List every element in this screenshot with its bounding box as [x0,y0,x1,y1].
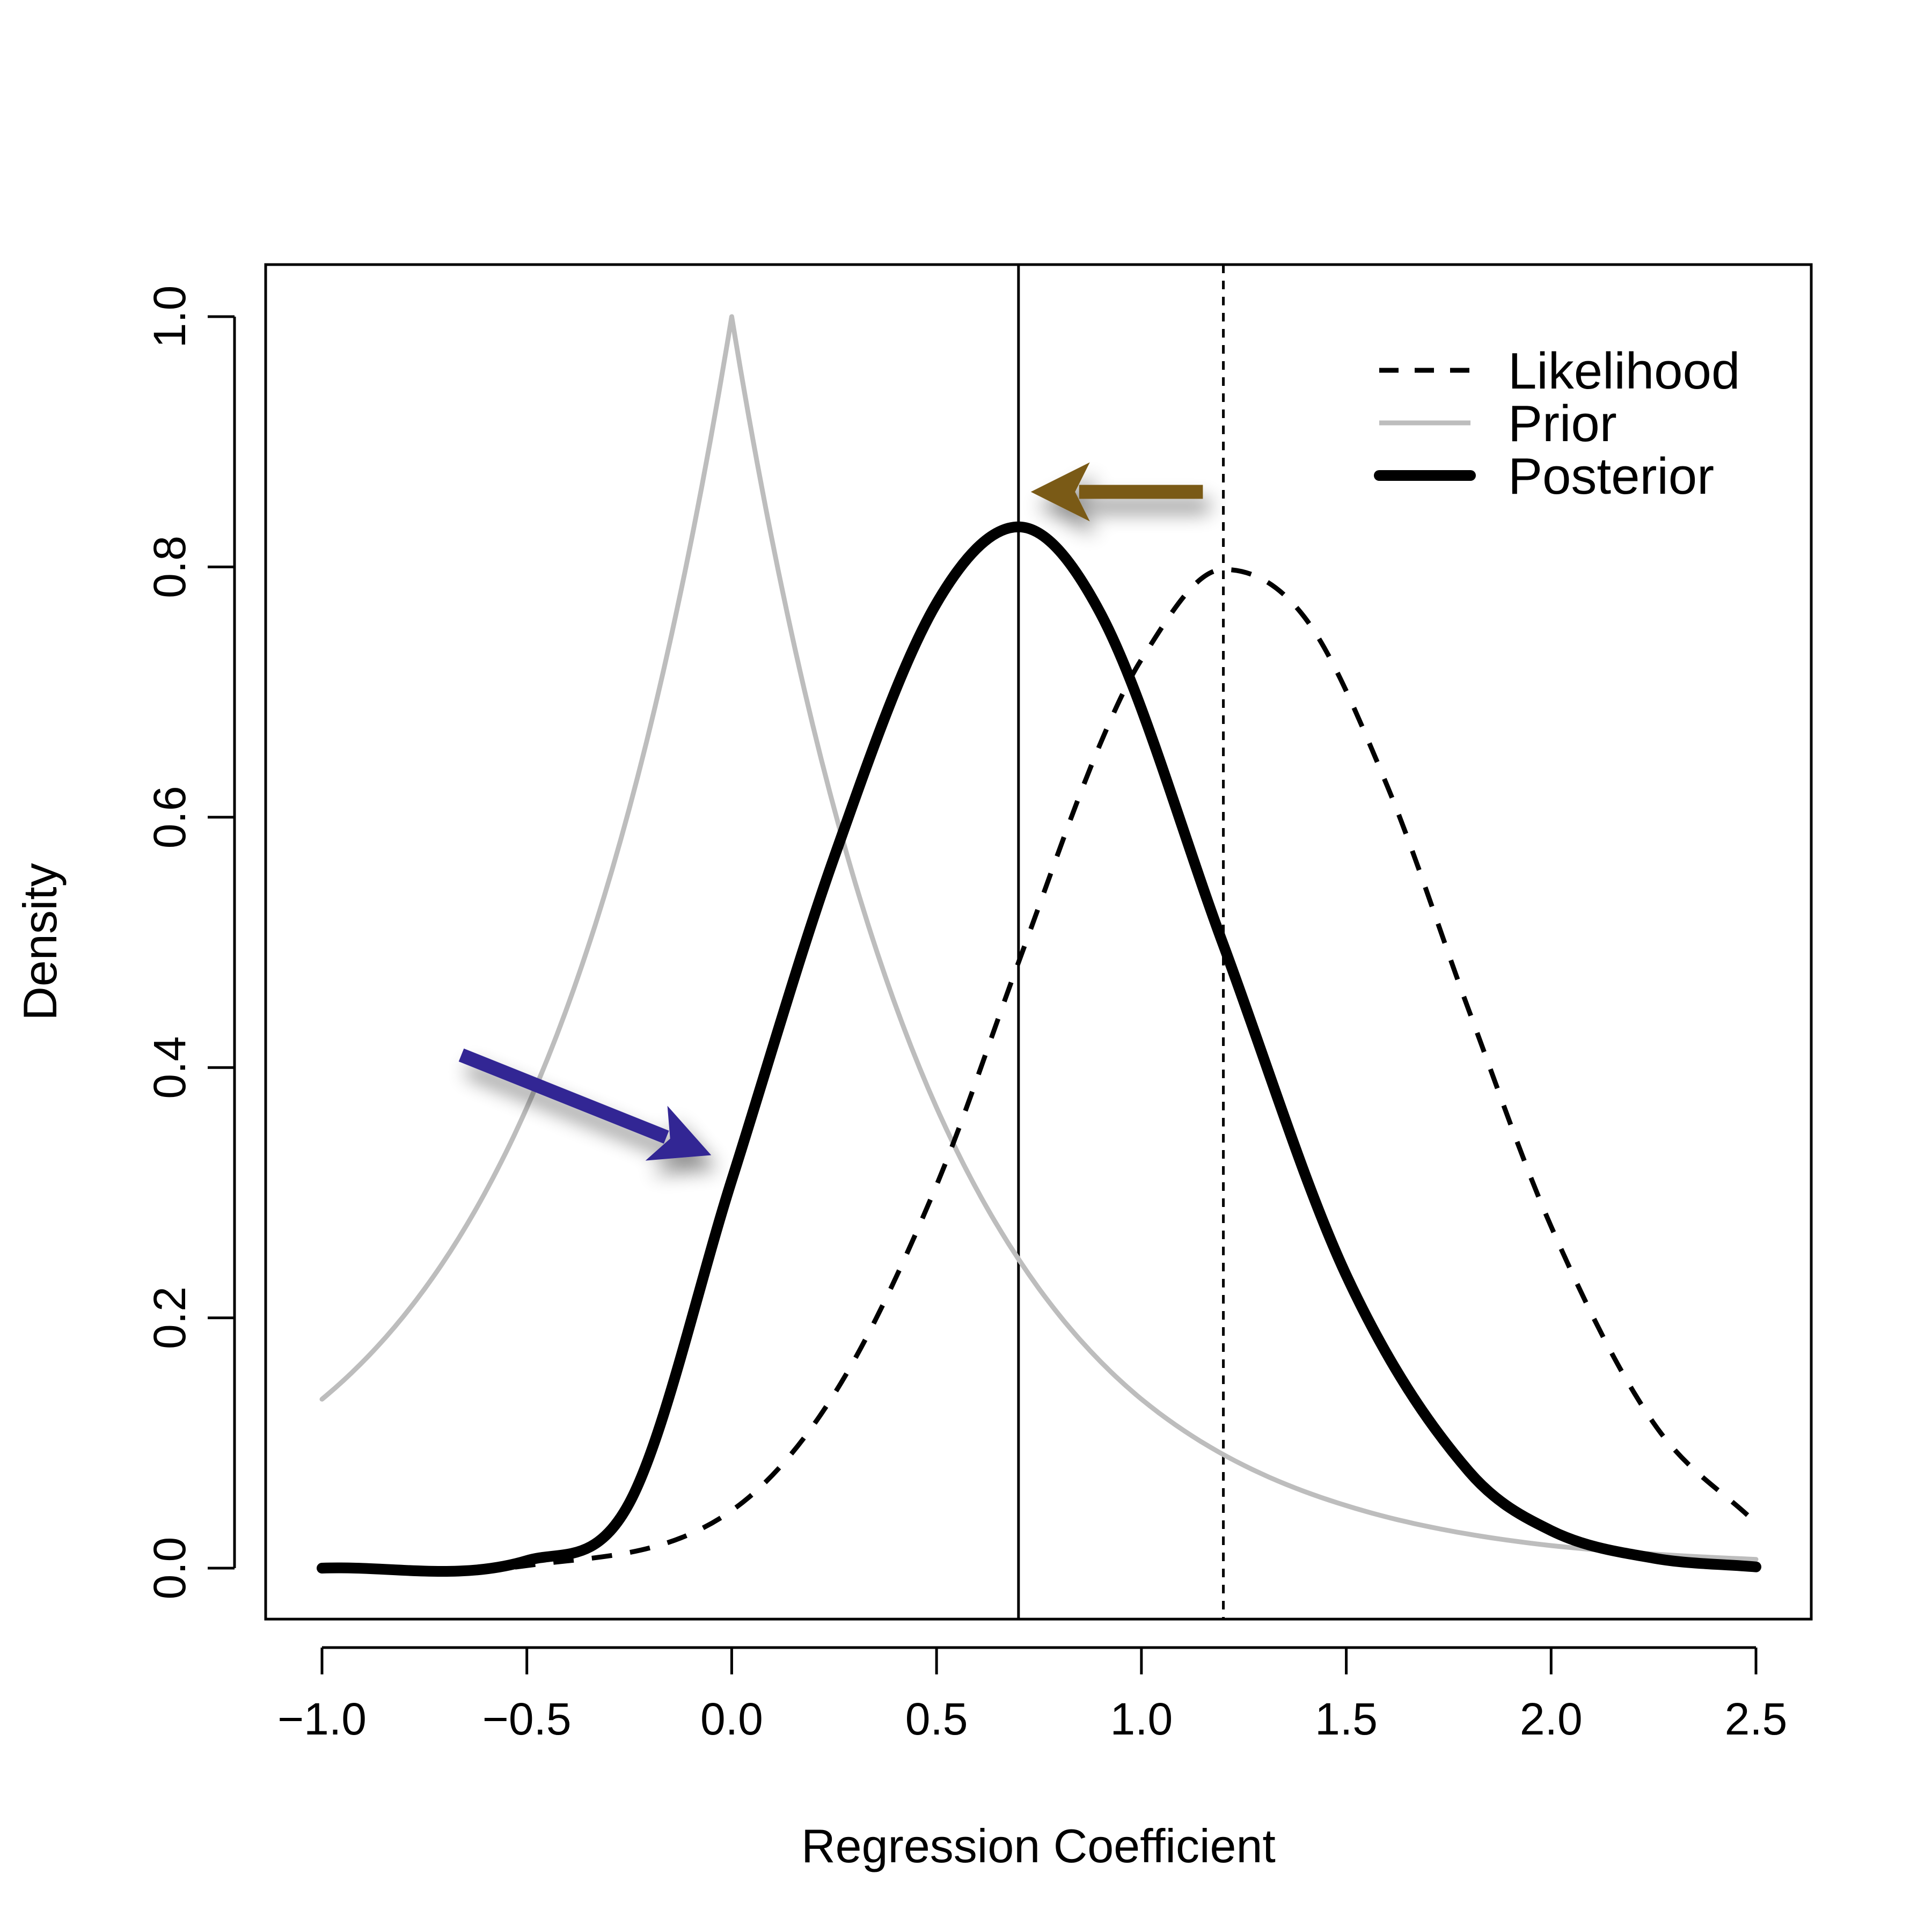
y-tick-label: 0.4 [144,1036,195,1099]
x-tick-label: 2.0 [1520,1694,1583,1744]
x-tick-label: 1.5 [1315,1694,1378,1744]
annotation-arrow-2 [1030,462,1203,522]
y-tick-label: 0.0 [144,1537,195,1600]
y-tick-label: 0.2 [144,1286,195,1349]
x-tick-label: 0.5 [905,1694,968,1744]
arrow-shaft [458,1048,669,1144]
y-axis-title: Density [13,863,67,1020]
x-axis-title: Regression Coefficient [801,1819,1276,1872]
series-line-likelihood [321,567,1758,1573]
y-tick-label: 0.6 [144,786,195,848]
annotation-arrow-1 [458,1048,712,1161]
series-line-prior [319,314,1759,1562]
x-tick-label: 1.0 [1110,1694,1173,1744]
x-tick-label: −1.0 [277,1694,367,1744]
legend-label-posterior: Posterior [1508,448,1714,505]
plot-frame [264,263,1813,1621]
legend-label-likelihood: Likelihood [1508,342,1740,400]
series-line-posterior [317,521,1761,1577]
x-tick-label: 2.5 [1725,1694,1788,1744]
legend-label-prior: Prior [1508,395,1617,452]
arrow-head [645,1106,712,1161]
y-tick-label: 0.8 [144,536,195,598]
x-tick-label: −0.5 [482,1694,572,1744]
arrow-head [1030,462,1090,522]
y-tick-label: 1.0 [144,286,195,348]
x-tick-label: 0.0 [700,1694,763,1744]
